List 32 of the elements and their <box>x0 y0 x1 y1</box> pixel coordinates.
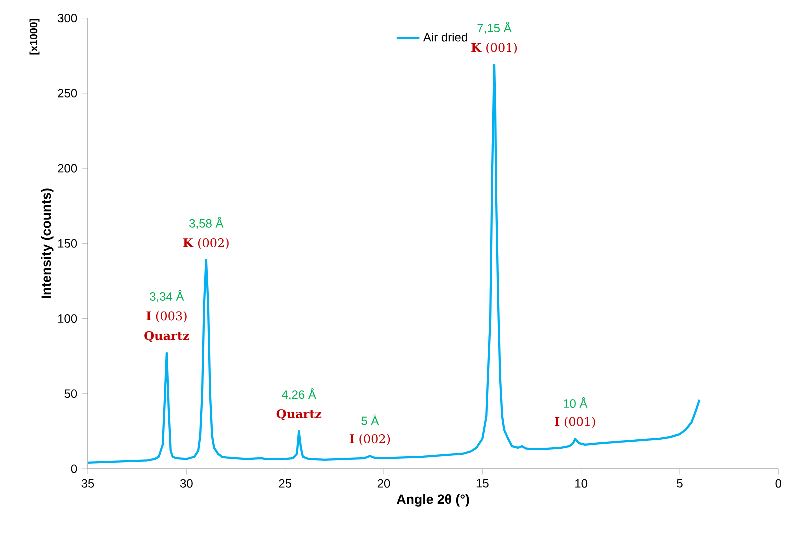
x-tick-label: 5 <box>677 479 683 488</box>
annotation: K (001) <box>472 42 517 54</box>
legend-label: Air dried <box>423 32 468 42</box>
annotation: 7,15 Å <box>478 22 512 34</box>
annotation: Quartz <box>276 409 322 420</box>
text: [x1000] <box>30 19 40 55</box>
annotation: I (003) <box>146 311 187 322</box>
annotation: K (002) <box>184 238 229 250</box>
y-tick-label: 200 <box>58 164 78 173</box>
x-axis-title: Angle 2θ (°) <box>397 494 470 507</box>
annotation: 3,34 Å <box>150 290 184 302</box>
x-tick-label: 10 <box>576 479 588 488</box>
x-tick-label: 35 <box>82 479 94 488</box>
annotation: 4,26 Å <box>282 388 316 400</box>
x-tick-label: 25 <box>279 479 292 488</box>
y-tick-label: 50 <box>64 390 78 398</box>
annotation: Quartz <box>144 331 190 342</box>
y-axis-title: Intensity (counts) <box>41 188 54 298</box>
y-tick-label: 250 <box>58 89 78 98</box>
annotation: I (001) <box>555 417 596 428</box>
y-tick-label: 300 <box>58 14 78 23</box>
y-tick-label: 100 <box>58 314 78 324</box>
y-tick-label: 150 <box>58 239 78 248</box>
annotation: I (002) <box>350 434 390 446</box>
annotation: 3,58 Å <box>190 217 224 230</box>
annotation: 10 Å <box>564 397 588 408</box>
x-tick-label: 15 <box>476 479 489 488</box>
x-tick-label: 0 <box>776 479 782 488</box>
x-tick-label: 30 <box>180 479 193 488</box>
y-tick-label: 0 <box>71 464 78 474</box>
x-tick-label: 20 <box>378 479 390 488</box>
annotation: 5 Å <box>362 414 380 426</box>
